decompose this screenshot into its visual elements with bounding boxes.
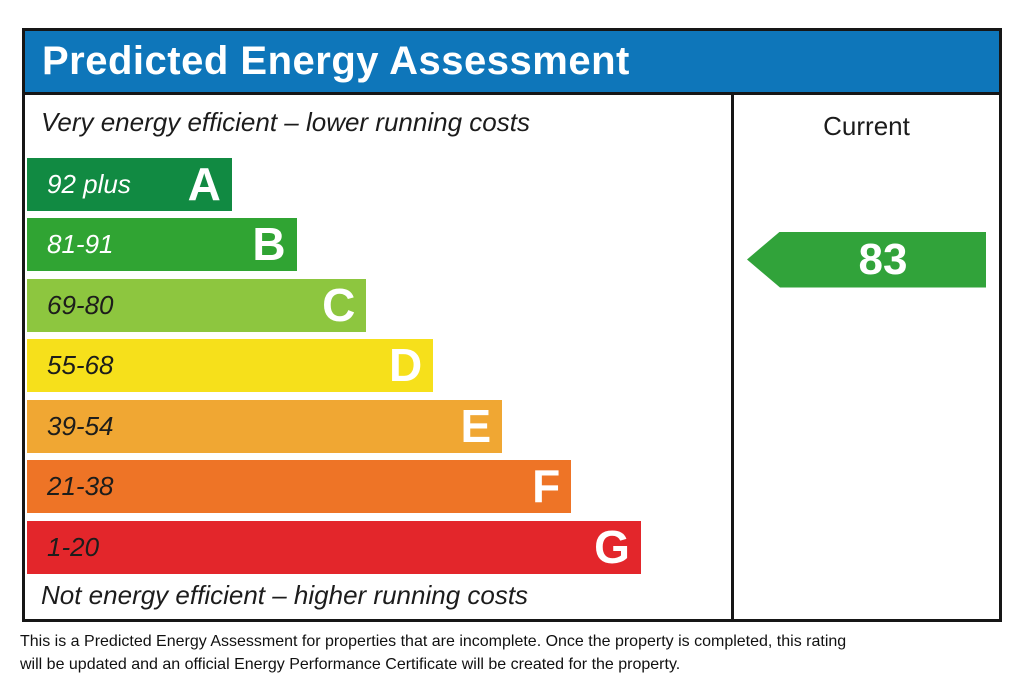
- rating-band-bar-e: 39-54 E: [27, 399, 503, 453]
- rating-band-row-g: 1-20 G: [27, 520, 731, 574]
- band-letter: D: [388, 339, 423, 392]
- assessment-footnote: This is a Predicted Energy Assessment fo…: [20, 633, 847, 674]
- energy-rating-chart: Predicted Energy Assessment Very energy …: [22, 28, 1002, 622]
- band-range-label: 21-38: [47, 471, 114, 502]
- bottom-caption: Not energy efficient – higher running co…: [41, 580, 529, 611]
- chart-title-bar: Predicted Energy Assessment: [25, 31, 999, 95]
- band-letter: F: [532, 460, 561, 513]
- band-range-label: 92 plus: [47, 168, 131, 199]
- rating-band-row-d: 55-68 D: [27, 339, 731, 393]
- current-rating-value: 83: [858, 234, 908, 284]
- page-title: Predicted Energy Assessment: [42, 39, 630, 83]
- rating-band-row-e: 39-54 E: [27, 399, 731, 453]
- current-rating-column: Current 83: [731, 95, 999, 619]
- band-letter: G: [594, 520, 630, 573]
- rating-band-bar-a: 92 plus A: [27, 157, 232, 211]
- band-range-label: 1-20: [47, 531, 100, 562]
- rating-band-bar-f: 21-38 F: [27, 460, 572, 514]
- band-range-label: 69-80: [47, 289, 114, 320]
- band-range-label: 39-54: [47, 410, 114, 441]
- rating-band-row-b: 81-91 B: [27, 218, 731, 272]
- band-letter: E: [460, 399, 492, 452]
- band-range-label: 81-91: [47, 229, 114, 260]
- top-caption: Very energy efficient – lower running co…: [41, 107, 530, 137]
- band-letter: A: [187, 157, 221, 210]
- rating-band-bar-b: 81-91 B: [27, 218, 297, 272]
- current-rating-arrow: 83: [747, 231, 986, 288]
- band-letter: C: [322, 278, 356, 331]
- rating-band-row-f: 21-38 F: [27, 460, 731, 514]
- rating-scale-column: Very energy efficient – lower running co…: [25, 95, 731, 619]
- current-column-header: Current: [823, 111, 910, 141]
- rating-band-row-a: 92 plus A: [27, 157, 731, 211]
- rating-band-bar-c: 69-80 C: [27, 278, 367, 332]
- rating-bands: 92 plus A 81-91 B 69-80 C 55-68 D 39-54 E 21-38 F 1-…: [27, 157, 731, 582]
- rating-band-bar-d: 55-68 D: [27, 339, 434, 393]
- rating-band-row-c: 69-80 C: [27, 278, 731, 332]
- band-letter: B: [252, 218, 286, 271]
- rating-band-bar-g: 1-20 G: [27, 520, 641, 574]
- band-range-label: 55-68: [47, 350, 114, 381]
- chart-content: Very energy efficient – lower running co…: [25, 95, 999, 619]
